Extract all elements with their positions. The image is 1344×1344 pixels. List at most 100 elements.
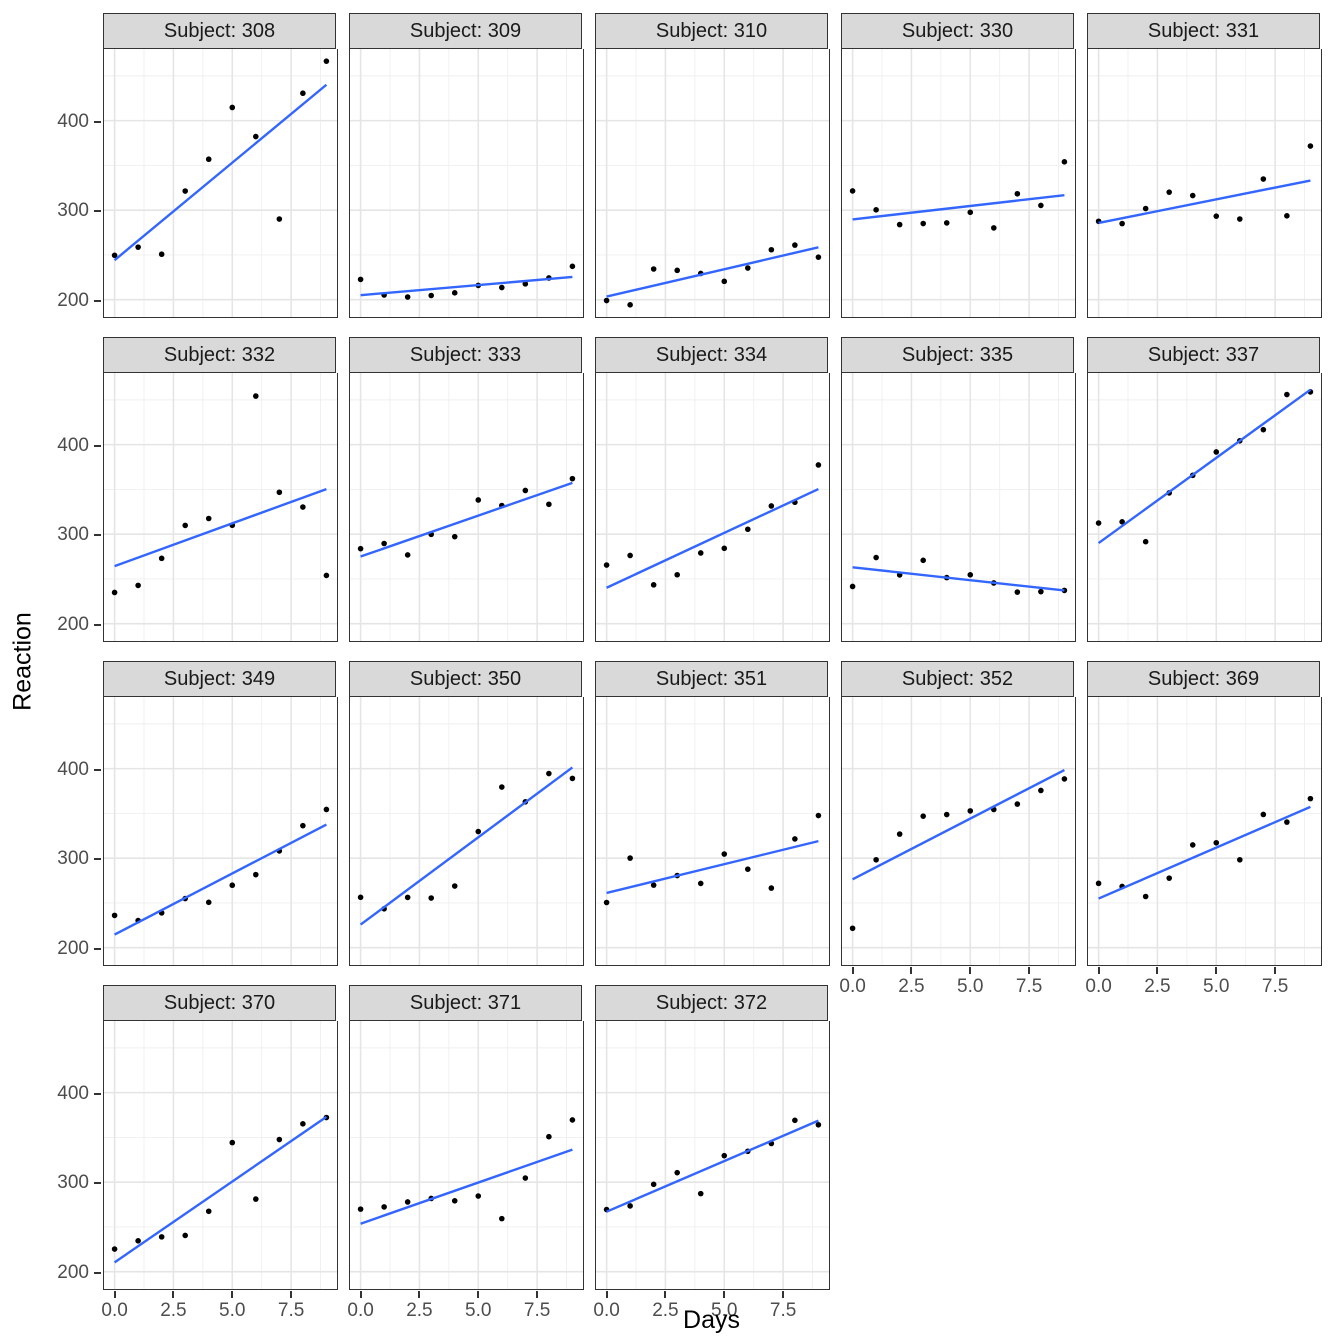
data-point <box>111 252 118 259</box>
x-tick-label: 7.5 <box>1015 976 1043 997</box>
data-point <box>451 1198 458 1204</box>
facet-panel <box>595 49 830 318</box>
data-point <box>650 1181 657 1188</box>
y-tick-label: 400 <box>57 110 89 132</box>
facet-cell-335: Subject: 335 <box>841 337 1076 644</box>
y-tick-label: 200 <box>57 937 89 959</box>
data-point <box>674 571 680 578</box>
data-point <box>721 851 728 857</box>
data-point <box>650 266 657 272</box>
data-point <box>158 251 165 258</box>
data-point <box>849 188 856 194</box>
data-point <box>815 254 822 260</box>
facet-cell-310: Subject: 310 <box>595 13 830 320</box>
facet-strip-label: Subject: 331 <box>1147 19 1260 42</box>
data-point <box>1095 880 1102 887</box>
y-tick-label: 200 <box>57 1261 89 1283</box>
facet-strip-label: Subject: 308 <box>163 19 276 42</box>
data-point <box>650 882 657 888</box>
data-point <box>205 156 212 163</box>
facet-cell-349: Subject: 349 200 300 400 <box>57 661 338 968</box>
x-tick-label: 2.5 <box>652 1300 679 1321</box>
data-point <box>1038 787 1044 794</box>
x-tick-mark <box>605 1291 608 1298</box>
facet-strip-label: Subject: 349 <box>163 667 276 690</box>
data-point <box>745 866 751 872</box>
facet-panel <box>349 697 584 966</box>
data-point <box>792 1117 798 1124</box>
lm-fit-line <box>360 275 573 297</box>
data-point <box>627 1203 633 1209</box>
x-tick-mark <box>910 967 913 974</box>
data-point <box>792 836 798 842</box>
facet-strip-label: Subject: 370 <box>163 991 276 1014</box>
data-point <box>1014 190 1021 197</box>
lm-fit-line <box>359 766 574 926</box>
data-point <box>1213 839 1220 846</box>
x-tick-label: 7.5 <box>523 1300 551 1321</box>
data-point <box>546 1133 552 1140</box>
data-point <box>815 1121 822 1128</box>
facet-panel <box>103 49 338 318</box>
y-tick-label: 200 <box>57 613 89 635</box>
data-point <box>792 242 798 248</box>
data-point <box>300 504 306 510</box>
y-axis-title: Reaction <box>9 612 38 711</box>
data-point <box>381 1204 387 1210</box>
data-point <box>697 1190 704 1197</box>
data-point <box>768 246 775 253</box>
facet-strip-label: Subject: 350 <box>409 667 522 690</box>
facet-panel <box>349 49 584 318</box>
lm-fit-line <box>1097 388 1312 545</box>
x-tick-label: 7.5 <box>769 1300 797 1321</box>
data-point <box>253 393 259 399</box>
data-point <box>1260 176 1267 182</box>
data-point <box>253 1196 259 1202</box>
x-tick-mark <box>1215 967 1218 974</box>
plot-area: Subject: 308 200 300 400 Subject: 309 Subject… <box>57 13 1322 1321</box>
lm-fit-line <box>113 83 328 262</box>
facet-strip: Subject: 330 <box>841 13 1074 49</box>
facet-cell-334: Subject: 334 <box>595 337 830 644</box>
data-point <box>745 526 751 533</box>
facet-strip: Subject: 371 <box>349 985 582 1021</box>
data-point <box>111 1246 118 1252</box>
lm-fit-line <box>114 823 327 936</box>
data-point <box>697 550 704 556</box>
data-point <box>603 899 610 906</box>
facet-strip: Subject: 369 <box>1087 661 1320 697</box>
facet-panel <box>349 1021 584 1290</box>
data-point <box>768 885 775 891</box>
facet-panel <box>1087 697 1322 966</box>
facet-strip-label: Subject: 333 <box>409 343 522 366</box>
x-tick-label: 5.0 <box>465 1300 492 1321</box>
facet-panel <box>841 49 1076 318</box>
facet-strip: Subject: 309 <box>349 13 582 49</box>
data-point <box>873 207 879 213</box>
facet-strip: Subject: 335 <box>841 337 1074 373</box>
data-point <box>182 522 188 529</box>
data-point <box>182 1232 188 1239</box>
data-point <box>674 267 680 274</box>
data-point <box>1284 213 1290 219</box>
y-tick-mark <box>94 534 101 537</box>
facet-cell-372: Subject: 372 0.0 2.5 5.0 7.5 <box>593 985 830 1321</box>
data-point <box>815 812 822 819</box>
data-point <box>253 133 259 140</box>
data-point <box>1166 875 1172 881</box>
data-point <box>943 220 950 226</box>
data-point <box>323 806 330 813</box>
facet-panel <box>103 1021 338 1290</box>
x-tick-mark <box>664 1291 667 1298</box>
data-point <box>896 221 903 228</box>
data-point <box>1260 811 1267 818</box>
data-point <box>276 216 283 222</box>
y-tick-mark <box>94 1182 101 1185</box>
facet-panel <box>349 373 584 642</box>
data-point <box>569 1117 576 1123</box>
lm-fit-line <box>606 246 819 298</box>
data-point <box>229 882 236 889</box>
data-point <box>569 475 576 482</box>
facet-strip: Subject: 337 <box>1087 337 1320 373</box>
lm-fit-line <box>852 768 1065 881</box>
